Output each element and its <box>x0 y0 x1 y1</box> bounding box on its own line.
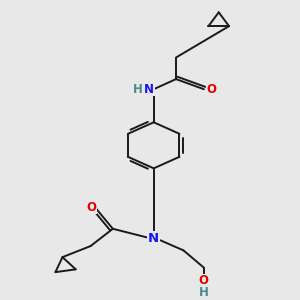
Text: H: H <box>133 83 143 96</box>
Text: N: N <box>148 232 159 245</box>
Text: N: N <box>144 83 154 96</box>
Text: H: H <box>199 286 209 298</box>
Text: O: O <box>199 274 209 287</box>
Text: O: O <box>87 201 97 214</box>
Text: O: O <box>206 83 217 96</box>
